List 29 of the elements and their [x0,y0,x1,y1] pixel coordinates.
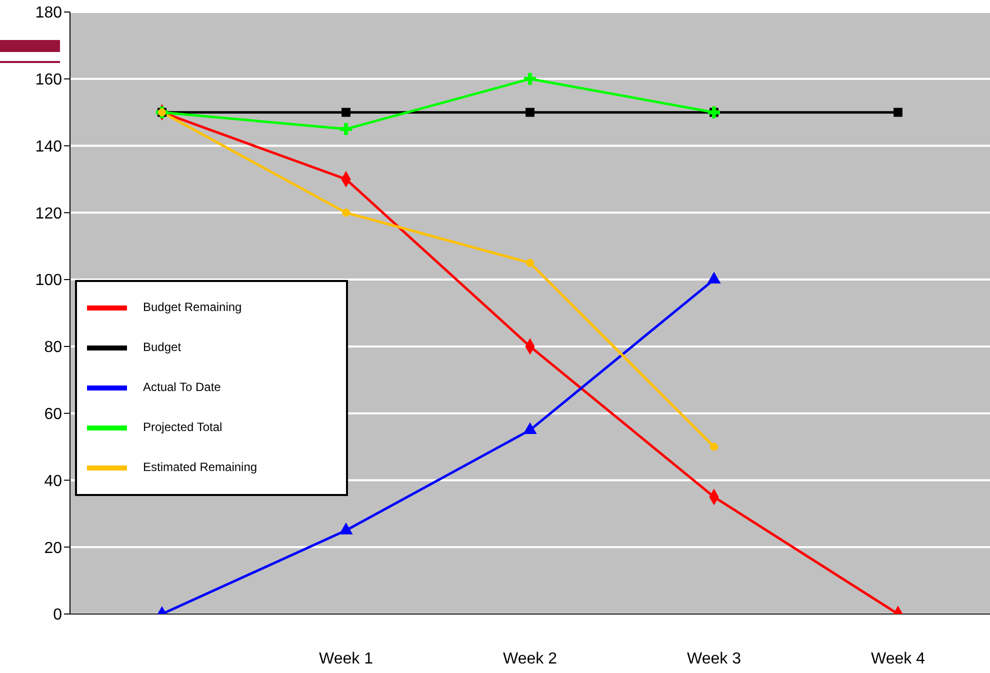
y-tick-label: 160 [35,72,62,89]
point [339,522,353,534]
y-tick-label: 20 [44,540,62,557]
point [342,108,350,117]
y-tick-label: 40 [44,472,62,490]
x-tick-label: Week 4 [871,650,926,668]
point [340,123,352,136]
y-tick-label: 0 [53,606,62,624]
y-tick-label: 120 [35,205,62,222]
point [710,442,718,451]
point [894,108,902,117]
legend-label: Budget Remaining [143,300,242,314]
y-tick-label: 80 [44,339,62,356]
legend-label: Estimated Remaining [143,460,258,474]
x-tick-label: Week 3 [687,650,742,668]
point [523,422,537,434]
x-tick-label: Week 1 [319,650,374,668]
legend-label: Projected Total [143,420,222,434]
point [524,72,536,85]
legend-label: Actual To Date [143,380,221,394]
point [526,258,534,267]
x-tick-label: Week 2 [503,650,558,668]
y-tick-label: 140 [35,138,62,156]
y-tick-label: 100 [35,272,62,290]
point [526,108,534,117]
y-tick-label: 180 [35,4,62,22]
point [342,208,350,217]
y-tick-label: 60 [44,406,62,424]
legend-label: Budget [143,340,182,354]
